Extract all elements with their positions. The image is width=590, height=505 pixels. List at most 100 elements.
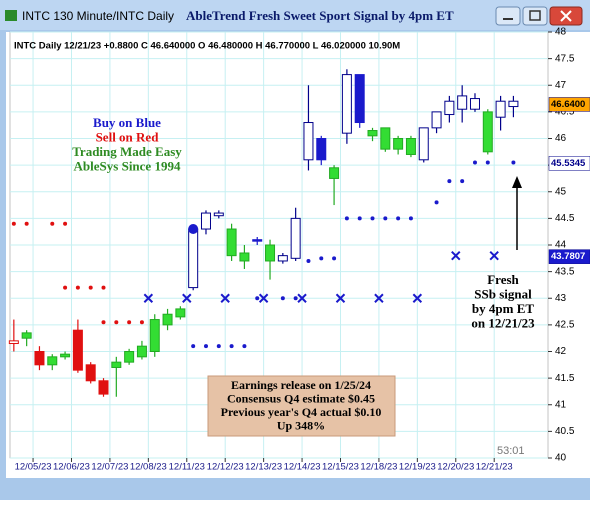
signal-x xyxy=(451,250,461,261)
candle-body xyxy=(329,167,340,179)
candle-body xyxy=(431,111,442,129)
signal-x xyxy=(143,293,154,303)
x-tick-label: 12/05/23 xyxy=(15,462,52,473)
signal-x xyxy=(220,293,230,303)
x-tick-label: 12/12/23 xyxy=(207,462,244,473)
candle-body xyxy=(316,138,327,161)
signal-dot xyxy=(434,200,439,205)
signal-dot xyxy=(306,258,311,263)
maximize-icon xyxy=(529,10,541,21)
signal-note-line: Fresh xyxy=(487,272,519,287)
candle-body xyxy=(252,239,263,242)
signal-note-line: SSb signal xyxy=(474,286,532,301)
signal-dot xyxy=(344,216,349,221)
x-tick-label: 12/06/23 xyxy=(53,462,90,473)
close-icon xyxy=(560,10,572,22)
annotation-line: Up 348% xyxy=(277,418,325,432)
legend-line: AbleSys Since 1994 xyxy=(74,158,181,173)
candle-body xyxy=(34,351,45,366)
y-tick-label: 43.5 xyxy=(555,266,575,277)
candle-body xyxy=(124,351,135,363)
y-tick-label: 40.5 xyxy=(555,426,575,437)
chart-title: AbleTrend Fresh Sweet Sport Signal by 4p… xyxy=(186,8,454,23)
signal-dot xyxy=(127,320,132,325)
signal-dot xyxy=(191,344,196,349)
x-tick-label: 12/11/23 xyxy=(169,462,205,473)
signal-note-line: on 12/21/23 xyxy=(471,315,535,330)
signal-dot xyxy=(75,285,80,290)
maximize-button[interactable] xyxy=(522,6,548,26)
y-tick-label: 42 xyxy=(555,346,567,357)
signal-dot xyxy=(50,221,55,226)
candle-body xyxy=(354,74,365,124)
candle-body xyxy=(290,217,301,259)
signal-x xyxy=(374,293,384,303)
signal-dot xyxy=(293,296,298,301)
signal-dot xyxy=(383,216,388,221)
candle-body xyxy=(265,244,276,262)
signal-x xyxy=(335,293,346,303)
signal-dot xyxy=(188,224,199,235)
signal-dot xyxy=(280,296,285,301)
window-bottom xyxy=(0,478,590,500)
app-icon xyxy=(5,10,17,21)
candle-body xyxy=(175,308,186,318)
window-title: INTC 130 Minute/INTC Daily xyxy=(22,9,174,23)
y-tick-label: 47.5 xyxy=(555,53,575,64)
price-label: 45.5345 xyxy=(551,158,586,169)
signal-dot xyxy=(460,179,465,184)
signal-dot xyxy=(408,216,413,221)
x-tick-label: 12/14/23 xyxy=(284,462,321,473)
y-tick-label: 43 xyxy=(555,293,567,304)
candle-body xyxy=(149,319,160,352)
signal-dot xyxy=(472,160,477,165)
candle-body xyxy=(469,98,480,110)
annotation-line: Consensus Q4 estimate $0.45 xyxy=(227,391,375,405)
signal-dot xyxy=(357,216,362,221)
signal-dot xyxy=(63,285,68,290)
x-tick-label: 12/08/23 xyxy=(130,462,167,473)
candle-body xyxy=(213,212,224,217)
y-tick-label: 41.5 xyxy=(555,373,575,384)
y-tick-label: 46 xyxy=(555,133,567,144)
signal-dot xyxy=(242,344,247,349)
window-buttons[interactable] xyxy=(495,6,583,26)
signal-dot xyxy=(203,344,208,349)
price-label-box xyxy=(548,97,590,112)
x-tick-label: 12/07/23 xyxy=(91,462,128,473)
y-tick-label: 44.5 xyxy=(555,213,575,224)
candle-body xyxy=(277,255,288,262)
signal-dot xyxy=(229,344,234,349)
candle-body xyxy=(457,95,468,110)
candle-body xyxy=(8,340,19,345)
candle-body xyxy=(303,122,314,161)
candle-body xyxy=(482,111,493,153)
y-tick-label: 45 xyxy=(555,186,567,197)
signal-x xyxy=(489,250,499,261)
candle-body xyxy=(380,127,391,150)
y-tick-label: 44 xyxy=(555,240,567,251)
signal-dot xyxy=(216,344,221,349)
annotation-box xyxy=(207,375,396,437)
signal-dot xyxy=(447,179,452,184)
signal-dot xyxy=(255,296,260,301)
legend-line: Trading Made Easy xyxy=(72,144,182,159)
price-label: 43.7807 xyxy=(551,251,585,262)
minimize-button[interactable] xyxy=(495,6,521,26)
x-tick-label: 12/19/23 xyxy=(399,462,436,473)
marks xyxy=(8,69,519,397)
y-tick-label: 40 xyxy=(555,453,567,464)
candle-body xyxy=(367,130,378,137)
signal-dot xyxy=(101,320,106,325)
price-label-box xyxy=(548,156,590,171)
candle-body xyxy=(111,361,122,368)
y-tick-label: 42.5 xyxy=(555,320,575,331)
grid xyxy=(10,31,548,459)
candle-body xyxy=(162,313,173,326)
signal-dot xyxy=(139,320,144,325)
candle-body xyxy=(200,212,211,230)
signal-dot xyxy=(114,320,119,325)
